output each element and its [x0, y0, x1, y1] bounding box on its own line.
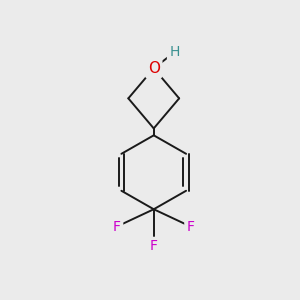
Text: H: H [169, 45, 180, 59]
Text: O: O [148, 61, 160, 76]
Text: F: F [113, 220, 121, 234]
Text: F: F [150, 239, 158, 253]
Text: F: F [187, 220, 195, 234]
